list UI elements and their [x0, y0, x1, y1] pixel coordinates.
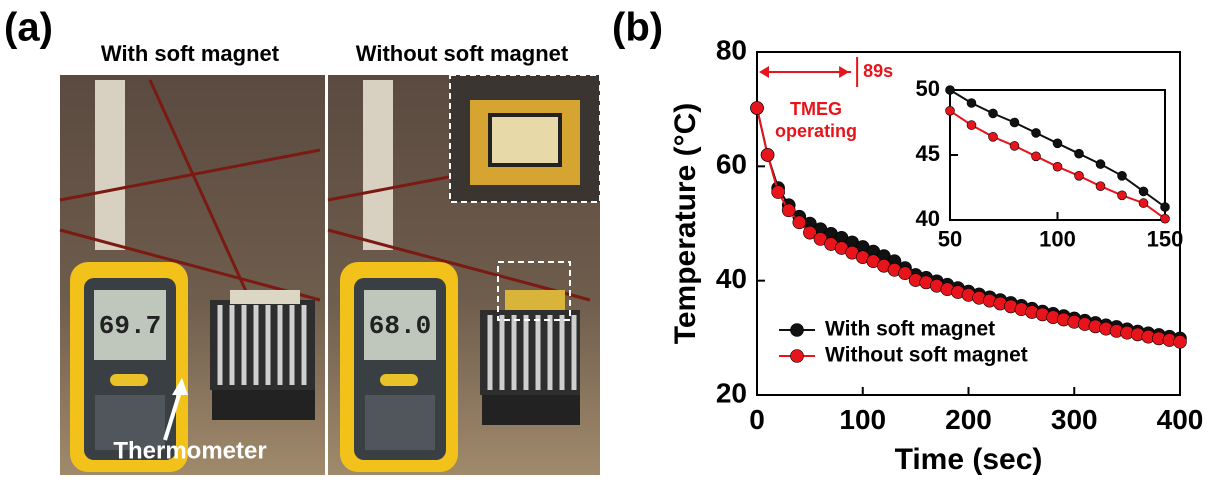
data-point: [1052, 161, 1063, 172]
x-tick-label: 150: [1147, 227, 1184, 252]
photo-title: Without soft magnet: [356, 41, 569, 66]
x-tick-label: 400: [1157, 404, 1204, 435]
photo-right: 68.0: [327, 74, 601, 475]
data-point: [898, 266, 912, 281]
x-axis-label: Time (sec): [895, 443, 1043, 476]
data-point: [966, 120, 977, 130]
data-point: [1031, 151, 1041, 162]
legend-marker: [790, 323, 804, 337]
x-tick-label: 200: [945, 404, 992, 435]
data-point: [1074, 171, 1084, 181]
plot-frame: [949, 89, 1166, 221]
data-point: [1117, 190, 1127, 201]
data-point: [1160, 202, 1170, 212]
data-point: [781, 203, 796, 218]
data-point: [966, 98, 977, 108]
y-tick-label: 40: [916, 206, 940, 231]
annotation-text: operating: [775, 121, 857, 141]
legend-label: With soft magnet: [825, 318, 995, 341]
arrow-head: [759, 66, 769, 78]
y-tick-label: 50: [916, 76, 940, 101]
data-point: [771, 185, 785, 199]
x-tick-label: 0: [749, 404, 765, 435]
legend-label: Without soft magnet: [825, 344, 1028, 367]
data-point: [988, 132, 998, 142]
data-point: [1031, 128, 1041, 138]
data-point: [1009, 117, 1020, 128]
data-point: [1052, 138, 1063, 149]
data-point: [1160, 213, 1170, 224]
data-point: [760, 148, 775, 162]
data-point: [1095, 159, 1106, 169]
data-point: [945, 106, 955, 116]
data-point: [803, 225, 817, 240]
data-point: [988, 108, 998, 119]
data-point: [1009, 141, 1020, 151]
data-point: [1095, 181, 1106, 191]
x-tick-label: 100: [839, 404, 886, 435]
legend-marker: [790, 349, 804, 363]
y-tick-label: 80: [716, 34, 747, 65]
annotation-label: 89s: [863, 61, 893, 81]
panel-label: (b): [612, 6, 663, 50]
x-tick-label: 300: [1051, 404, 1098, 435]
x-tick-label: 100: [1039, 227, 1076, 252]
data-point: [1117, 171, 1127, 181]
meter-reading: 68.0: [369, 311, 431, 341]
data-point: [1138, 198, 1149, 208]
x-tick-label: 50: [938, 227, 962, 252]
y-tick-label: 20: [716, 377, 747, 408]
data-point: [792, 215, 807, 230]
data-point: [945, 85, 955, 95]
panel-label: (a): [4, 6, 53, 50]
y-axis-label: Temperature (°C): [669, 103, 702, 344]
data-point: [1138, 186, 1149, 197]
data-point: [1074, 148, 1084, 159]
y-tick-label: 40: [716, 263, 747, 294]
meter-reading: 69.7: [99, 311, 161, 341]
y-tick-label: 60: [716, 149, 747, 180]
annotation-text: TMEG: [790, 99, 842, 119]
callout-label: Thermometer: [113, 437, 266, 464]
data-point: [750, 101, 764, 115]
photo-title: With soft magnet: [101, 41, 280, 66]
arrow-head: [839, 66, 850, 78]
y-tick-label: 45: [916, 141, 940, 166]
data-point: [1173, 335, 1187, 349]
photo-left: 69.7 Thermometer: [59, 75, 325, 475]
